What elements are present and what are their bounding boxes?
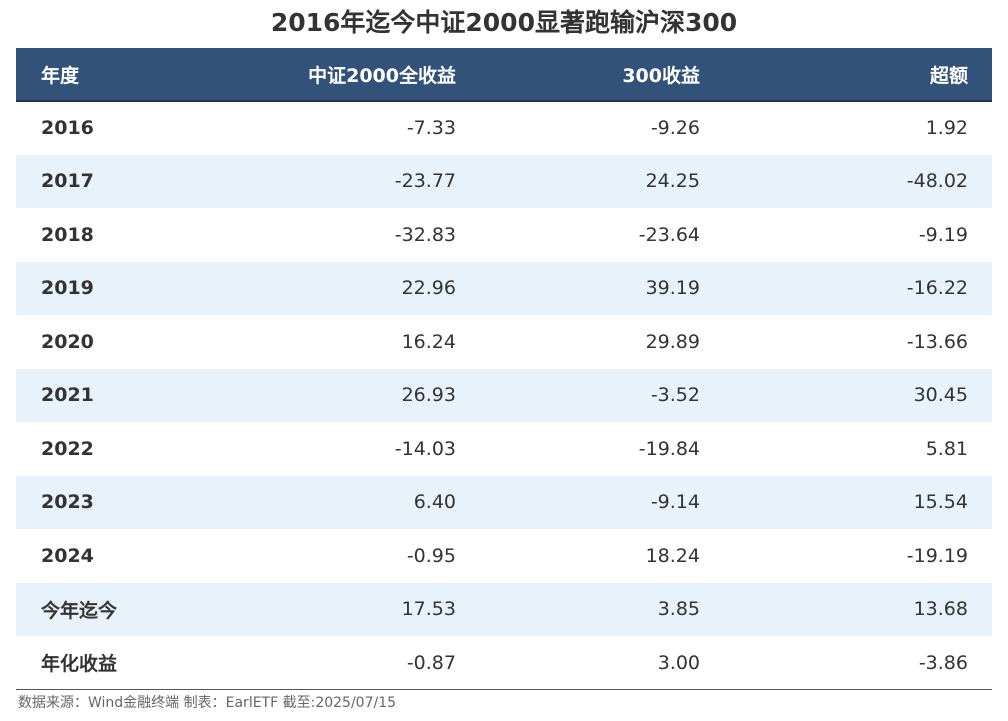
excess-cell: -3.86	[724, 636, 992, 690]
table-row: 2017 -23.77 24.25 -48.02	[16, 154, 992, 208]
year-cell: 2018	[16, 208, 236, 262]
year-cell: 2020	[16, 315, 236, 369]
header-csi2000-total-return: 中证2000全收益	[236, 48, 480, 102]
csi2000-cell: -23.77	[236, 154, 480, 208]
excess-cell: 15.54	[724, 475, 992, 529]
csi300-cell: -9.14	[480, 475, 724, 529]
year-cell: 2019	[16, 261, 236, 315]
csi2000-cell: -0.95	[236, 529, 480, 583]
excess-cell: 1.92	[724, 101, 992, 155]
csi2000-cell: 16.24	[236, 315, 480, 369]
csi300-cell: 39.19	[480, 261, 724, 315]
year-cell: 2023	[16, 475, 236, 529]
returns-table: 年度 中证2000全收益 300收益 超额 2016 -7.33 -9.26 1.92…	[16, 48, 992, 690]
excess-cell: -9.19	[724, 208, 992, 262]
table-header-row: 年度 中证2000全收益 300收益 超额	[16, 48, 992, 102]
excess-cell: -48.02	[724, 154, 992, 208]
csi2000-cell: -14.03	[236, 422, 480, 476]
table-row: 今年迄今 17.53 3.85 13.68	[16, 582, 992, 636]
csi300-cell: 18.24	[480, 529, 724, 583]
table-row: 年化收益 -0.87 3.00 -3.86	[16, 636, 992, 690]
csi2000-cell: 26.93	[236, 368, 480, 422]
header-csi300-return: 300收益	[480, 48, 724, 102]
page-title: 2016年迄今中证2000显著跑输沪深300	[270, 8, 738, 37]
year-cell: 2022	[16, 422, 236, 476]
year-cell: 2024	[16, 529, 236, 583]
excess-cell: 30.45	[724, 368, 992, 422]
excess-cell: 5.81	[724, 422, 992, 476]
source-note: 数据来源：Wind金融终端 制表：EarlETF 截至:2025/07/15	[18, 695, 397, 711]
year-cell: 2021	[16, 368, 236, 422]
table-row: 2016 -7.33 -9.26 1.92	[16, 101, 992, 155]
csi300-cell: 24.25	[480, 154, 724, 208]
csi300-cell: -19.84	[480, 422, 724, 476]
excess-cell: -19.19	[724, 529, 992, 583]
table-row: 2021 26.93 -3.52 30.45	[16, 368, 992, 422]
year-cell: 2017	[16, 154, 236, 208]
table-row: 2019 22.96 39.19 -16.22	[16, 261, 992, 315]
csi2000-cell: -0.87	[236, 636, 480, 690]
csi300-cell: -9.26	[480, 101, 724, 155]
table-row: 2022 -14.03 -19.84 5.81	[16, 422, 992, 476]
csi300-cell: 29.89	[480, 315, 724, 369]
table-row: 2020 16.24 29.89 -13.66	[16, 315, 992, 369]
csi300-cell: -23.64	[480, 208, 724, 262]
csi2000-cell: -32.83	[236, 208, 480, 262]
year-cell: 年化收益	[16, 636, 236, 690]
csi2000-cell: 22.96	[236, 261, 480, 315]
csi300-cell: -3.52	[480, 368, 724, 422]
table-row: 2024 -0.95 18.24 -19.19	[16, 529, 992, 583]
excess-cell: -13.66	[724, 315, 992, 369]
year-cell: 今年迄今	[16, 582, 236, 636]
excess-cell: -16.22	[724, 261, 992, 315]
table-row: 2018 -32.83 -23.64 -9.19	[16, 208, 992, 262]
csi300-cell: 3.85	[480, 582, 724, 636]
csi2000-cell: 17.53	[236, 582, 480, 636]
csi300-cell: 3.00	[480, 636, 724, 690]
csi2000-cell: 6.40	[236, 475, 480, 529]
year-cell: 2016	[16, 101, 236, 155]
table-row: 2023 6.40 -9.14 15.54	[16, 475, 992, 529]
header-excess-return: 超额	[724, 48, 992, 102]
excess-cell: 13.68	[724, 582, 992, 636]
header-year: 年度	[16, 48, 236, 102]
csi2000-cell: -7.33	[236, 101, 480, 155]
